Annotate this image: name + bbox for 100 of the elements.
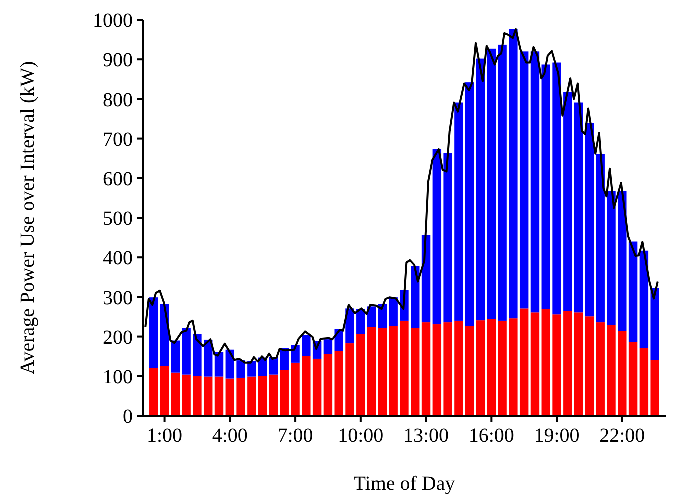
bar xyxy=(640,250,649,348)
bar xyxy=(520,308,529,416)
x-tick-label: 19:00 xyxy=(534,425,580,448)
bar xyxy=(476,320,486,416)
x-tick-label: 10:00 xyxy=(338,425,384,448)
bar xyxy=(454,320,464,416)
bar xyxy=(214,376,224,416)
bar xyxy=(389,298,398,327)
bar xyxy=(324,354,333,416)
y-tick-label: 300 xyxy=(103,287,133,310)
x-tick-label: 4:00 xyxy=(212,425,248,448)
bar xyxy=(302,356,311,416)
bar xyxy=(509,318,518,416)
bar xyxy=(465,326,474,416)
bar xyxy=(182,374,191,416)
bar xyxy=(498,320,507,416)
bar xyxy=(574,312,584,416)
bar xyxy=(520,52,529,309)
bar xyxy=(454,102,464,321)
bar xyxy=(269,374,278,416)
bar xyxy=(389,326,398,416)
bar xyxy=(400,320,409,416)
bar xyxy=(628,342,638,416)
bar xyxy=(564,311,572,416)
y-tick-label: 0 xyxy=(123,406,133,428)
bar xyxy=(269,357,278,375)
bar xyxy=(324,340,333,354)
bar xyxy=(356,309,366,334)
x-tick-label: 1:00 xyxy=(147,425,183,448)
bar xyxy=(530,52,540,313)
bar xyxy=(367,327,376,416)
bar xyxy=(150,368,158,416)
bar xyxy=(367,306,376,328)
x-tick-label: 13:00 xyxy=(404,425,450,448)
bar xyxy=(171,372,180,416)
bar xyxy=(193,376,202,416)
bar xyxy=(564,92,572,312)
bar xyxy=(607,191,616,326)
bar xyxy=(236,360,246,378)
bar xyxy=(487,319,496,416)
bar xyxy=(476,58,486,321)
x-axis-title: Time of Day xyxy=(354,473,456,495)
bar xyxy=(150,298,158,368)
y-tick-label: 100 xyxy=(103,366,133,388)
bar xyxy=(182,328,191,375)
y-tick-label: 1000 xyxy=(93,10,133,32)
x-tick-label: 7:00 xyxy=(278,425,314,448)
bar xyxy=(465,82,474,327)
bar xyxy=(640,348,649,416)
y-tick-label: 900 xyxy=(103,50,133,72)
bar xyxy=(542,309,550,416)
bar xyxy=(432,149,442,325)
bar xyxy=(422,322,431,416)
bar xyxy=(411,328,420,416)
bar xyxy=(596,154,605,323)
bar xyxy=(346,344,354,416)
bar xyxy=(214,352,224,377)
bar xyxy=(607,325,616,416)
bar xyxy=(432,324,442,416)
y-tick-label: 700 xyxy=(103,128,133,151)
bar xyxy=(280,370,289,416)
bar xyxy=(509,29,518,319)
bar xyxy=(618,191,627,332)
bar xyxy=(552,62,562,315)
bar xyxy=(542,64,550,310)
bar xyxy=(334,351,344,416)
bar xyxy=(552,314,562,416)
bar xyxy=(444,153,452,323)
bar xyxy=(650,288,660,360)
bar xyxy=(618,331,627,416)
bar xyxy=(258,376,268,416)
bar xyxy=(411,266,420,328)
bar xyxy=(302,335,311,356)
y-tick-label: 400 xyxy=(103,248,133,270)
bar xyxy=(378,328,388,416)
bar xyxy=(650,360,660,416)
bar xyxy=(204,376,213,416)
bar xyxy=(574,102,584,313)
bar xyxy=(193,334,202,376)
bar xyxy=(444,322,452,416)
bar xyxy=(356,334,366,416)
bar xyxy=(160,366,170,416)
bar xyxy=(585,123,594,317)
y-tick-label: 800 xyxy=(103,89,133,112)
bar xyxy=(628,242,638,342)
bar xyxy=(171,340,180,373)
bar xyxy=(248,376,256,416)
bar xyxy=(498,44,507,321)
bar xyxy=(291,362,300,416)
y-tick-label: 600 xyxy=(103,168,133,190)
y-tick-label: 500 xyxy=(103,208,133,230)
y-tick-label: 200 xyxy=(103,326,133,349)
bar xyxy=(530,312,540,416)
bar xyxy=(236,378,246,416)
x-tick-label: 16:00 xyxy=(468,425,514,448)
bar xyxy=(596,322,605,416)
bar xyxy=(312,358,322,416)
bar xyxy=(487,48,496,320)
y-axis-title: Average Power Use over Interval (kW) xyxy=(17,61,39,375)
bar xyxy=(248,361,256,377)
